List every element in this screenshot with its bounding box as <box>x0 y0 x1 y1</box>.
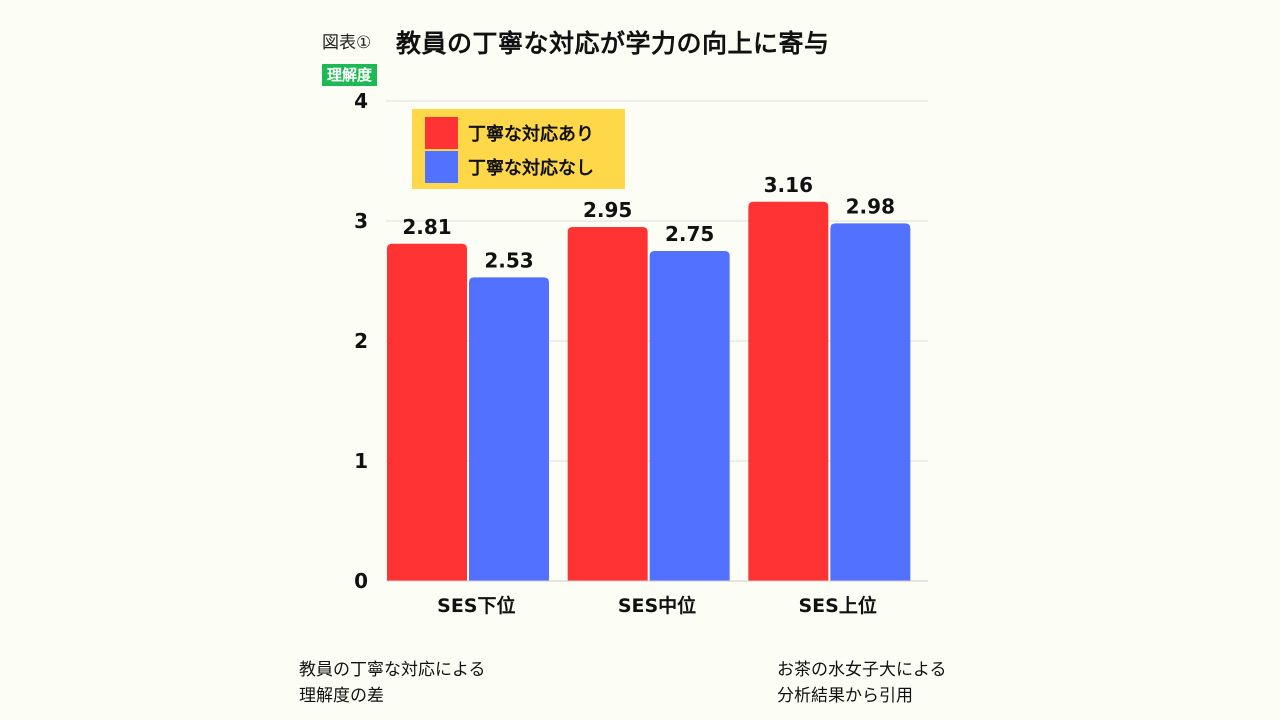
x-tick-label-1: SES中位 <box>618 594 696 617</box>
note-right-line-2: 分析結果から引用 <box>777 686 913 706</box>
y-tick-label-4: 4 <box>354 89 368 113</box>
legend-item-without-care: 丁寧な対応なし <box>425 151 594 183</box>
y-tick-label-3: 3 <box>354 209 368 233</box>
bar-with-care-0 <box>387 243 467 582</box>
bar-without-care-1 <box>649 251 730 581</box>
y-tick-label-2: 2 <box>354 329 368 353</box>
bar-without-care-0 <box>469 277 549 581</box>
x-tick-label-2: SES上位 <box>798 594 876 617</box>
y-tick-label-1: 1 <box>354 449 368 473</box>
data-label-without-care-1: 2.75 <box>665 222 714 246</box>
legend-swatch-without-care <box>425 151 458 183</box>
chart-title: 教員の丁寧な対応が学力の向上に寄与 <box>396 29 830 58</box>
note-left: 教員の丁寧な対応による 理解度の差 <box>299 657 486 709</box>
y-axis-label: 理解度 <box>322 64 378 86</box>
y-tick-label-0: 0 <box>354 569 368 593</box>
data-label-without-care-2: 2.98 <box>846 194 895 218</box>
bar-with-care-1 <box>567 227 648 581</box>
legend-item-with-care: 丁寧な対応あり <box>425 117 594 149</box>
legend-label-with-care: 丁寧な対応あり <box>468 124 594 145</box>
legend-label-without-care: 丁寧な対応なし <box>468 158 594 179</box>
legend-swatch-with-care <box>425 117 458 149</box>
note-left-line-1: 教員の丁寧な対応による <box>299 660 486 680</box>
figure-label: 図表① <box>322 33 372 53</box>
legend: 丁寧な対応あり 丁寧な対応なし <box>412 109 625 189</box>
data-label-with-care-1: 2.95 <box>583 198 632 222</box>
x-tick-label-0: SES下位 <box>437 594 515 617</box>
data-label-without-care-0: 2.53 <box>484 248 533 272</box>
note-right-line-1: お茶の水女子大による <box>777 660 947 680</box>
note-left-line-2: 理解度の差 <box>299 686 384 706</box>
data-label-with-care-0: 2.81 <box>402 215 451 239</box>
bar-without-care-2 <box>830 223 911 581</box>
bar-with-care-2 <box>748 201 829 582</box>
note-right: お茶の水女子大による 分析結果から引用 <box>777 657 947 709</box>
data-label-with-care-2: 3.16 <box>764 173 813 197</box>
